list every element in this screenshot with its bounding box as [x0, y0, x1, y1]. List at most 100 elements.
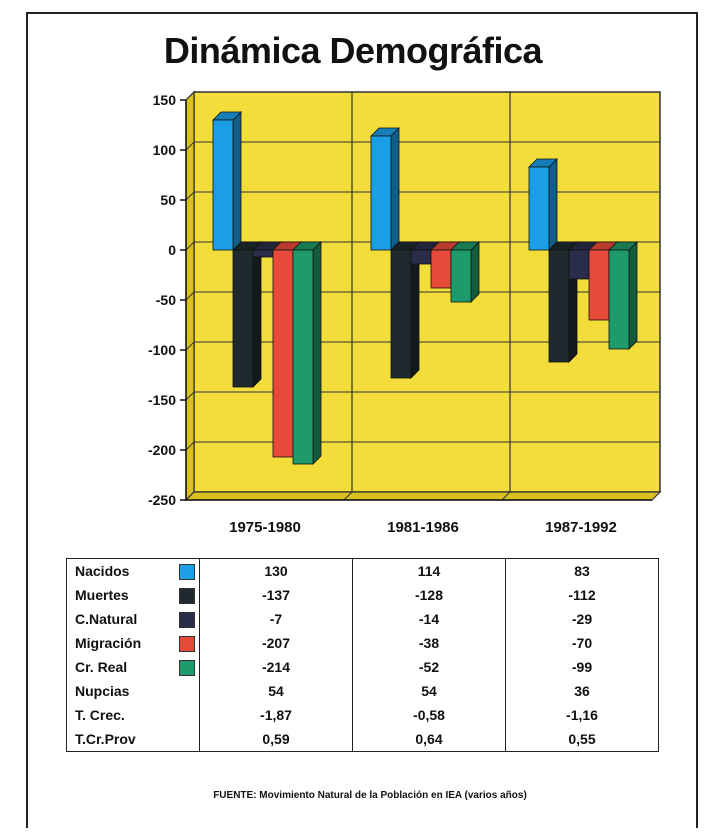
row-label-text: Migración: [75, 635, 142, 651]
table-cell: 54: [352, 679, 506, 703]
legend-swatch: [179, 636, 195, 652]
x-tick-label: 1981-1986: [387, 519, 459, 536]
bar-Cr. Real-1987-1992: [608, 249, 630, 350]
table-cell: -137: [199, 583, 353, 607]
table-cell: 0,64: [352, 727, 506, 752]
legend-swatch: [179, 588, 195, 604]
data-table: Nacidos 130 114 83 Muertes -137 -128 -112 C.Natu…: [66, 558, 659, 752]
row-label: T. Crec.: [66, 703, 200, 727]
table-cell: 83: [505, 558, 659, 583]
gridline-side: [185, 141, 195, 151]
table-cell: -14: [352, 607, 506, 631]
table-row: T.Cr.Prov 0,59 0,64 0,55: [66, 727, 659, 752]
x-tick-label: 1987-1992: [545, 519, 617, 536]
row-label-text: T. Crec.: [75, 707, 125, 723]
bar-chart: 150 100 50 0 -50 -100 -150 -200 -250 1975-1980 198…: [148, 90, 662, 536]
table-cell: -128: [352, 583, 506, 607]
row-label: Migración: [66, 631, 200, 655]
bar-Migración-1987-1992: [588, 249, 610, 321]
bar-Cr. Real-1981-1986: [450, 249, 472, 303]
bar-side-Muertes-1975-1980: [252, 241, 262, 388]
table-cell: -52: [352, 655, 506, 679]
y-tick-label: -50: [156, 292, 176, 308]
table-cell: 114: [352, 558, 506, 583]
x-tick-label: 1975-1980: [229, 519, 301, 536]
bar-Cr. Real-1975-1980: [292, 249, 314, 465]
bar-Nacidos-1987-1992: [528, 166, 550, 251]
table-cell: -1,16: [505, 703, 659, 727]
table-cell: -0,58: [352, 703, 506, 727]
table-row: C.Natural -7 -14 -29: [66, 607, 659, 631]
gridline-side: [185, 241, 195, 251]
table-cell: 36: [505, 679, 659, 703]
bar-Migración-1975-1980: [272, 249, 294, 458]
table-row: Migración -207 -38 -70: [66, 631, 659, 655]
bar-C.Natural-1981-1986: [410, 249, 432, 265]
row-label-text: Muertes: [75, 587, 129, 603]
table-cell: -112: [505, 583, 659, 607]
table-cell: 130: [199, 558, 353, 583]
y-tick-label: -200: [148, 442, 176, 458]
gridline-side: [185, 191, 195, 201]
bar-Muertes-1987-1992: [548, 249, 570, 363]
table-cell: -1,87: [199, 703, 353, 727]
legend-swatch: [179, 660, 195, 676]
gridline-side: [185, 491, 195, 501]
y-tick-label: -250: [148, 492, 176, 508]
row-label-text: C.Natural: [75, 611, 138, 627]
row-label: Muertes: [66, 583, 200, 607]
gridline-side: [185, 291, 195, 301]
bar-side-Cr. Real-1981-1986: [470, 241, 480, 303]
table-cell: 0,59: [199, 727, 353, 752]
row-label: T.Cr.Prov: [66, 727, 200, 752]
gridline-side: [185, 391, 195, 401]
gridline-side: [185, 91, 195, 101]
y-tick-label: 100: [153, 142, 177, 158]
gridline-side: [185, 341, 195, 351]
bar-side-Nacidos-1975-1980: [232, 111, 242, 251]
source-note: FUENTE: Movimiento Natural de la Poblaci…: [213, 790, 527, 801]
table-row: Muertes -137 -128 -112: [66, 583, 659, 607]
category-divider-floor: [343, 491, 353, 501]
y-tick-label: -150: [148, 392, 176, 408]
legend-swatch: [179, 612, 195, 628]
table-cell: -7: [199, 607, 353, 631]
bar-Migración-1981-1986: [430, 249, 452, 289]
y-tick-label: 150: [153, 92, 177, 108]
table-row: Cr. Real -214 -52 -99: [66, 655, 659, 679]
bar-side-Nacidos-1981-1986: [390, 127, 400, 251]
bar-C.Natural-1975-1980: [252, 249, 274, 258]
bar-Muertes-1975-1980: [232, 249, 254, 388]
table-cell: -38: [352, 631, 506, 655]
row-label-text: T.Cr.Prov: [75, 731, 136, 747]
chart-title: Dinámica Demográfica: [163, 30, 543, 71]
bar-side-Cr. Real-1987-1992: [628, 241, 638, 350]
row-label-text: Cr. Real: [75, 659, 128, 675]
table-cell: -29: [505, 607, 659, 631]
table-cell: -70: [505, 631, 659, 655]
row-label: Nupcias: [66, 679, 200, 703]
table-row: Nacidos 130 114 83: [66, 558, 659, 583]
bar-C.Natural-1987-1992: [568, 249, 590, 280]
legend-swatch: [179, 564, 195, 580]
table-row: Nupcias 54 54 36: [66, 679, 659, 703]
table-cell: 54: [199, 679, 353, 703]
y-tick-label: -100: [148, 342, 176, 358]
table-row: T. Crec. -1,87 -0,58 -1,16: [66, 703, 659, 727]
table-cell: -99: [505, 655, 659, 679]
bar-Nacidos-1981-1986: [370, 135, 392, 251]
bar-side-Cr. Real-1975-1980: [312, 241, 322, 465]
row-label-text: Nacidos: [75, 563, 130, 579]
row-label: C.Natural: [66, 607, 200, 631]
bar-Muertes-1981-1986: [390, 249, 412, 379]
y-tick-label: 0: [168, 242, 176, 258]
table-cell: -214: [199, 655, 353, 679]
row-label-text: Nupcias: [75, 683, 130, 699]
plot-floor: [184, 491, 662, 501]
gridline-side: [185, 441, 195, 451]
category-divider-floor: [501, 491, 511, 501]
row-label: Nacidos: [66, 558, 200, 583]
y-tick-label: 50: [160, 192, 176, 208]
bar-side-Nacidos-1987-1992: [548, 158, 558, 251]
table-cell: 0,55: [505, 727, 659, 752]
